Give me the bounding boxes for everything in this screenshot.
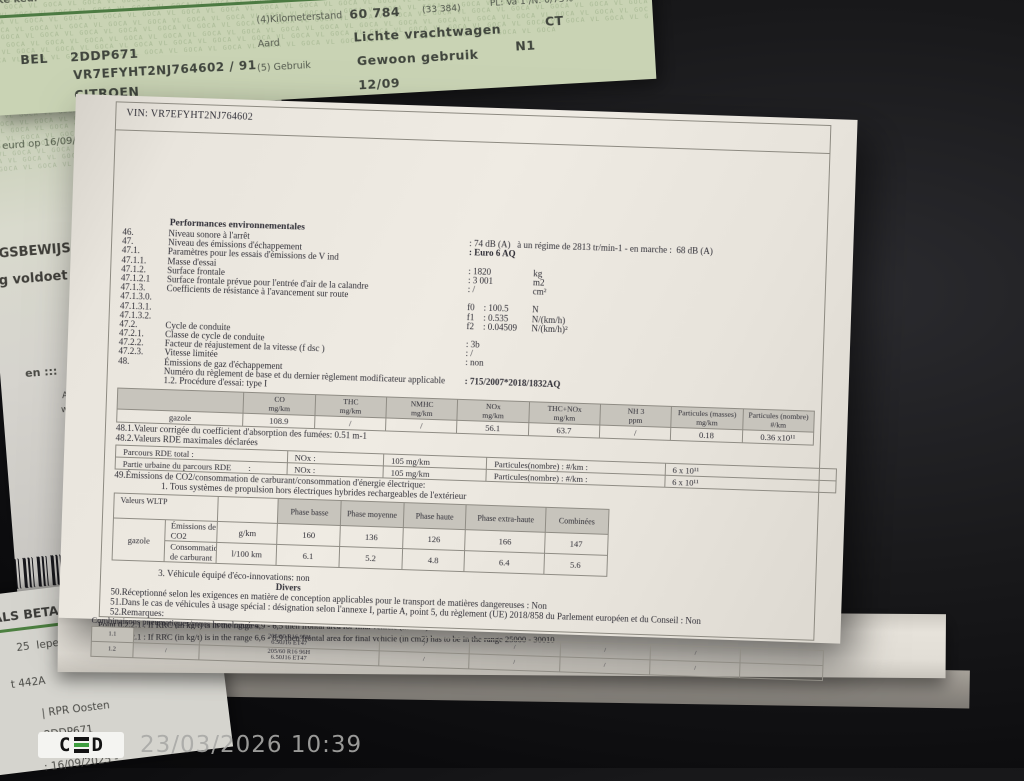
odometer-value: 60 784	[349, 4, 401, 22]
wltp-phase-low: Phase basse	[278, 499, 341, 526]
wltp-fuel-label: Consommation de carburant	[164, 541, 217, 564]
country-code: BEL	[20, 51, 48, 68]
wltp-phase-extra-high: Phase extra-haute	[466, 505, 546, 533]
ced-logo-c: C	[59, 734, 70, 756]
tyre-cell-slash: /	[378, 651, 469, 669]
code-ct: CT	[545, 13, 565, 29]
wltp-fuel-combined: 5.6	[544, 553, 607, 576]
wltp-co2-unit: g/km	[217, 522, 278, 545]
wltp-corner-label: Valeurs WLTP	[113, 493, 218, 521]
receipt-address: t 442A	[10, 675, 46, 691]
wltp-co2-extra-high: 166	[465, 530, 545, 554]
row-num: 48.1.	[116, 423, 134, 434]
row-num: 50.	[110, 587, 122, 597]
wltp-phase-high: Phase haute	[403, 503, 466, 530]
receipt-rpr: | RPR Oosten	[41, 699, 110, 719]
tyre-cell-empty	[740, 663, 823, 681]
vehicle-type-label: Aard	[258, 38, 281, 50]
ced-logo: C D	[38, 732, 124, 758]
wltp-phase-combined: Combinées	[545, 507, 608, 534]
registration-doc-line3: en :::	[25, 365, 58, 380]
wltp-co2-label: Émissions de CO2	[165, 520, 218, 543]
tyre-cell-slash: /	[133, 643, 200, 660]
coc-document-sheet: VIN: VR7EFYHT2NJ764602 Performances envi…	[59, 94, 858, 644]
wltp-fuel-unit: l/100 km	[216, 543, 277, 566]
ced-logo-d: D	[92, 734, 103, 756]
wltp-fuel-mid: 5.2	[339, 547, 402, 570]
wltp-fuel-low: 6.1	[276, 545, 339, 568]
row-label: 1.2. Procédure d'essai: type I	[163, 375, 267, 388]
wltp-co2-combined: 147	[544, 532, 607, 555]
row-num: 49.	[114, 470, 126, 480]
row-num: 51.	[110, 597, 122, 607]
wltp-fuel-high: 4.8	[402, 549, 465, 572]
tyre-cell-slash: /	[559, 657, 650, 675]
coc-outer-border: VIN: VR7EFYHT2NJ764602 Performances envi…	[99, 101, 832, 640]
emissions-header-pn: Particules (nombre)#/km	[742, 409, 814, 432]
tyre-row-id: 1.1	[91, 627, 133, 643]
coc-content: Performances environnementales 46.Niveau…	[98, 130, 829, 681]
ced-logo-bars-icon	[74, 737, 89, 753]
tyre-row-id: 1.2	[91, 641, 133, 657]
code-n1: N1	[515, 37, 536, 53]
photo-timestamp: 23/03/2026 10:39	[140, 732, 362, 758]
wltp-header-empty	[218, 497, 279, 524]
tyre-cell-slash: /	[469, 654, 560, 672]
odometer-alt-value: (33 384)	[422, 4, 461, 16]
row-value: : /	[468, 285, 476, 294]
card-date: 12/09	[358, 75, 401, 92]
row-num: 48.2.	[115, 433, 133, 444]
emissions-header-pm: Particules (masses)mg/km	[671, 407, 743, 430]
receipt-city: 25 Ieper	[16, 636, 64, 654]
wltp-fuel-type: gazole	[112, 518, 166, 562]
wltp-table: Valeurs WLTP Phase basse Phase moyenne P…	[112, 493, 610, 577]
wltp-co2-mid: 136	[340, 526, 403, 549]
camera-watermark: C D 23/03/2026 10:39	[38, 732, 362, 758]
row-unit: cm²	[533, 287, 547, 297]
wltp-co2-low: 160	[277, 524, 340, 547]
wltp-fuel-extra-high: 6.4	[464, 551, 544, 575]
wltp-co2-high: 126	[402, 528, 465, 551]
row-num	[117, 382, 163, 384]
tyre-cell-slash: /	[650, 660, 741, 678]
row-num	[118, 372, 164, 374]
wltp-phase-mid: Phase moyenne	[340, 501, 403, 528]
